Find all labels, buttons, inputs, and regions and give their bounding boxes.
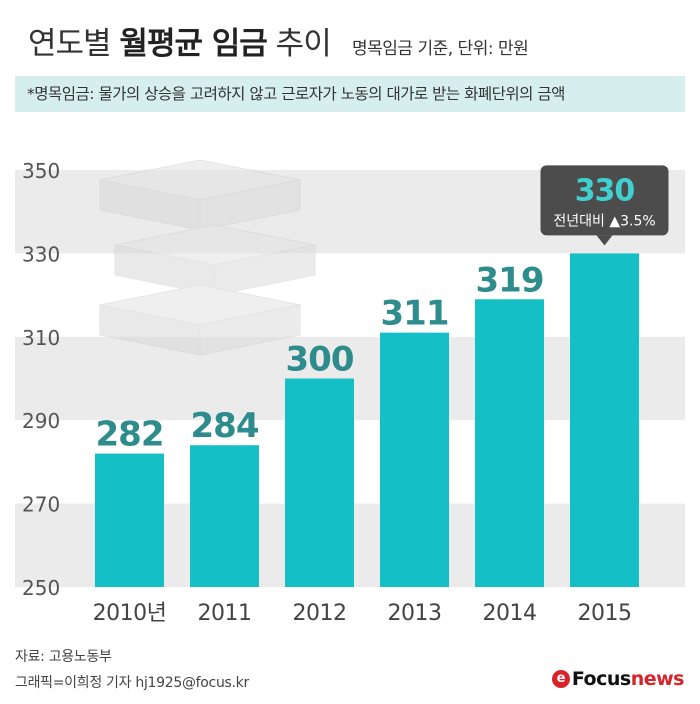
callout-value: 330 — [575, 173, 635, 208]
y-tick-label: 270 — [22, 493, 60, 517]
bar — [570, 253, 639, 587]
bar-value-label: 311 — [381, 294, 449, 334]
title-part-3: 추이 — [266, 26, 332, 62]
bar-value-label: 300 — [286, 340, 354, 380]
x-tick-label: 2015 — [578, 601, 632, 626]
x-tick-label: 2014 — [483, 601, 537, 626]
money-stack-icon — [99, 284, 301, 356]
y-tick-label: 250 — [22, 576, 60, 600]
logo-focus: Focus — [571, 668, 631, 690]
title-part-2: 월평균 임금 — [119, 26, 267, 62]
bar — [285, 378, 354, 587]
title-part-1: 연도별 — [28, 26, 120, 62]
x-tick-label: 2011 — [198, 601, 252, 626]
bar — [380, 332, 449, 587]
callout-change: 전년대비 ▲3.5% — [553, 213, 655, 229]
highlight-callout: 330 전년대비 ▲3.5% — [540, 165, 669, 246]
bar-value-label: 282 — [96, 415, 164, 455]
y-tick-label: 290 — [22, 409, 60, 433]
bar-chart: 350 330 310 290 270 250 282 2010년 284 2011 300 2012… — [15, 159, 685, 626]
focusnews-logo: e Focus news — [551, 668, 685, 690]
bar-value-label: 284 — [191, 406, 259, 446]
y-tick-label: 350 — [22, 159, 60, 183]
y-tick-label: 310 — [22, 326, 60, 350]
chart-subtitle: 명목임금 기준, 단위: 만원 — [352, 39, 529, 59]
definition-note: *명목임금: 물가의 상승을 고려하지 않고 근로자가 노동의 대가로 받는 화… — [15, 76, 685, 112]
logo-mark-icon: e — [551, 670, 570, 688]
bar — [190, 445, 259, 587]
bar — [475, 299, 544, 587]
bar-value-label: 319 — [476, 260, 544, 300]
money-stack-icon — [99, 159, 301, 231]
x-tick-label: 2013 — [388, 601, 442, 626]
y-tick-label: 330 — [22, 242, 60, 266]
callout-box — [540, 165, 669, 236]
x-tick-label: 2012 — [293, 601, 347, 626]
money-stack-illustration — [99, 159, 316, 356]
callout-pointer — [596, 235, 613, 246]
bar — [95, 453, 164, 587]
source-text: 자료: 고용노동부 — [15, 649, 112, 665]
logo-news: news — [630, 668, 685, 690]
money-stack-icon — [114, 224, 316, 296]
credit-text: 그래픽=이희정 기자 hj1925@focus.kr — [15, 675, 249, 691]
chart-title: 연도별 월평균 임금 추이 — [28, 18, 332, 63]
x-tick-label: 2010년 — [93, 601, 167, 626]
